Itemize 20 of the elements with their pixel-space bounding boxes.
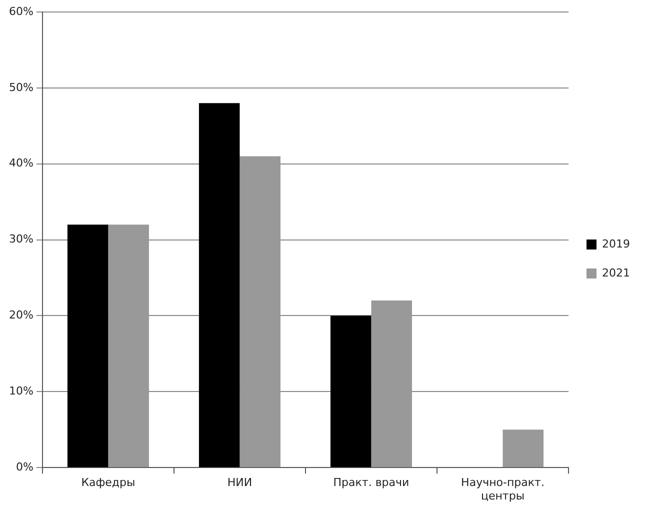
x-tick-label: НИИ	[227, 476, 252, 490]
y-tick-label: 50%	[8, 80, 34, 94]
bar	[198, 103, 240, 468]
y-tick-label: 0%	[16, 460, 34, 474]
y-tick-label: 10%	[8, 384, 34, 398]
bar	[502, 430, 544, 468]
legend-label: 2019	[602, 237, 630, 250]
bar	[371, 300, 412, 468]
bar	[67, 224, 108, 468]
y-tick-label: 30%	[8, 232, 34, 246]
y-tick-label: 20%	[8, 308, 34, 322]
bar	[240, 156, 280, 468]
bar	[330, 316, 372, 468]
legend-label: 2021	[602, 266, 630, 280]
x-tick-label: Практ. врачи	[333, 476, 410, 490]
bar	[108, 224, 149, 468]
x-tick-label: Кафедры	[81, 476, 136, 490]
x-tick-label: Научно-практ. центры	[461, 476, 544, 502]
y-tick-label: 40%	[8, 156, 34, 170]
y-tick-label: 60%	[8, 4, 34, 18]
